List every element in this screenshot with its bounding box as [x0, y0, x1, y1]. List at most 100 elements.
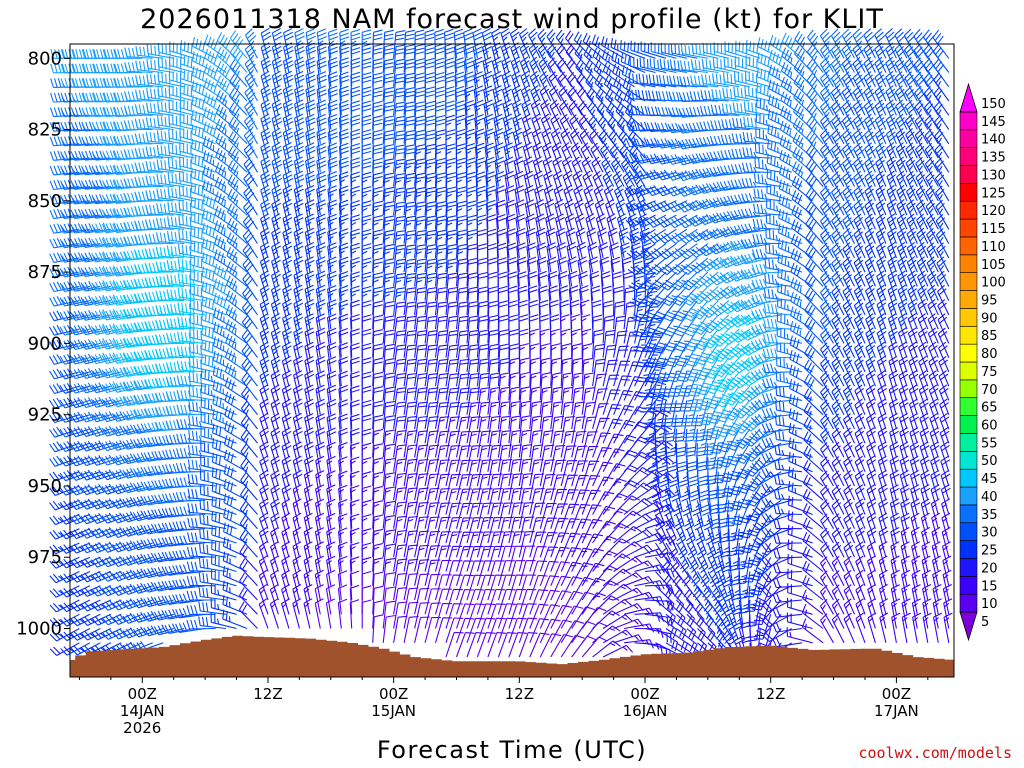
wind-barb	[49, 208, 80, 220]
wind-barb	[80, 237, 111, 248]
wind-barb	[361, 214, 372, 244]
wind-barb	[168, 143, 195, 159]
wind-barb	[134, 206, 164, 216]
wind-barb	[644, 393, 670, 416]
wind-barb	[661, 300, 688, 322]
wind-barb	[372, 457, 384, 487]
wind-barb	[895, 113, 908, 145]
wind-barb	[393, 458, 407, 487]
wind-barb	[939, 398, 950, 430]
wind-barb	[339, 42, 350, 73]
wind-barb	[853, 142, 866, 173]
wind-barb	[806, 115, 824, 145]
wind-barb	[518, 603, 537, 629]
wind-barb	[626, 228, 656, 244]
wind-barb	[647, 228, 677, 244]
wind-barb	[915, 142, 929, 173]
wind-barb	[259, 469, 269, 501]
wind-barb	[382, 86, 395, 116]
wind-barb	[768, 49, 792, 73]
wind-barb	[722, 485, 740, 512]
wind-barb	[49, 150, 80, 161]
wind-barb	[657, 228, 688, 244]
legend-label: 105	[981, 258, 1006, 273]
wind-barb	[734, 614, 745, 645]
wind-barb	[581, 387, 595, 415]
wind-barb	[854, 484, 866, 515]
legend-swatch	[959, 200, 978, 220]
wind-barb	[198, 557, 227, 573]
wind-barb	[698, 457, 709, 487]
wind-barb	[445, 114, 456, 144]
wind-barb	[779, 149, 803, 173]
wind-barb	[791, 219, 813, 245]
wind-barb	[201, 252, 227, 273]
wind-barb	[176, 433, 206, 444]
wind-barb	[382, 457, 396, 487]
wind-barb	[602, 315, 615, 344]
wind-barb	[633, 332, 652, 358]
wind-barb	[463, 56, 474, 87]
wind-barb	[791, 190, 813, 216]
wind-barb	[898, 341, 908, 373]
wind-barb	[122, 409, 153, 421]
wind-barb	[874, 85, 887, 116]
wind-barb	[588, 256, 599, 287]
wind-barb	[495, 213, 506, 244]
wind-barb	[776, 311, 803, 330]
wind-barb	[560, 489, 579, 515]
wind-barb	[613, 495, 641, 515]
wind-barb	[895, 85, 908, 116]
wind-barb	[200, 353, 227, 373]
wind-barb	[709, 181, 740, 193]
wind-barb	[466, 300, 479, 330]
wind-barb	[717, 614, 732, 644]
wind-barb	[187, 459, 216, 473]
wind-barb	[793, 74, 813, 102]
wind-barb	[794, 45, 813, 73]
wind-barb	[866, 469, 877, 501]
wind-barb	[787, 495, 813, 516]
wind-barb	[762, 348, 792, 359]
wind-barb	[70, 121, 101, 132]
wind-barb	[660, 386, 677, 413]
wind-barb	[853, 227, 866, 259]
wind-barb	[550, 633, 573, 658]
wind-barb	[476, 271, 488, 301]
wind-barb	[612, 170, 625, 202]
wind-barb	[550, 357, 562, 387]
wind-barb	[615, 102, 635, 130]
wind-barb	[424, 358, 439, 387]
wind-barb	[830, 85, 845, 116]
wind-barb	[655, 343, 677, 368]
wind-barb	[455, 488, 473, 515]
wind-barb	[578, 114, 594, 145]
wind-barb	[112, 366, 143, 379]
wind-barb	[938, 341, 950, 373]
wind-barb	[864, 270, 876, 301]
wind-barb	[455, 215, 467, 244]
wind-barb	[213, 249, 237, 273]
wind-barb	[455, 603, 475, 629]
wind-barb	[414, 344, 428, 372]
x-tick-label: 12Z	[253, 685, 282, 703]
wind-barb	[259, 256, 270, 287]
wind-barb	[70, 556, 101, 569]
wind-barb	[751, 428, 782, 441]
wind-barb	[718, 514, 730, 544]
wind-barb	[372, 485, 384, 515]
wind-barb	[609, 242, 620, 273]
wind-barb	[154, 537, 185, 548]
wind-barb	[589, 270, 600, 301]
wind-barb	[239, 558, 258, 587]
wind-barb	[748, 528, 772, 552]
wind-barb	[350, 57, 361, 87]
wind-barb	[186, 590, 216, 601]
wind-barb	[560, 561, 582, 587]
wind-barb	[581, 621, 608, 644]
wind-barb	[476, 531, 494, 558]
wind-barb	[338, 413, 349, 444]
wind-barb	[712, 457, 730, 484]
wind-barb	[793, 103, 813, 130]
wind-barb	[497, 372, 510, 401]
